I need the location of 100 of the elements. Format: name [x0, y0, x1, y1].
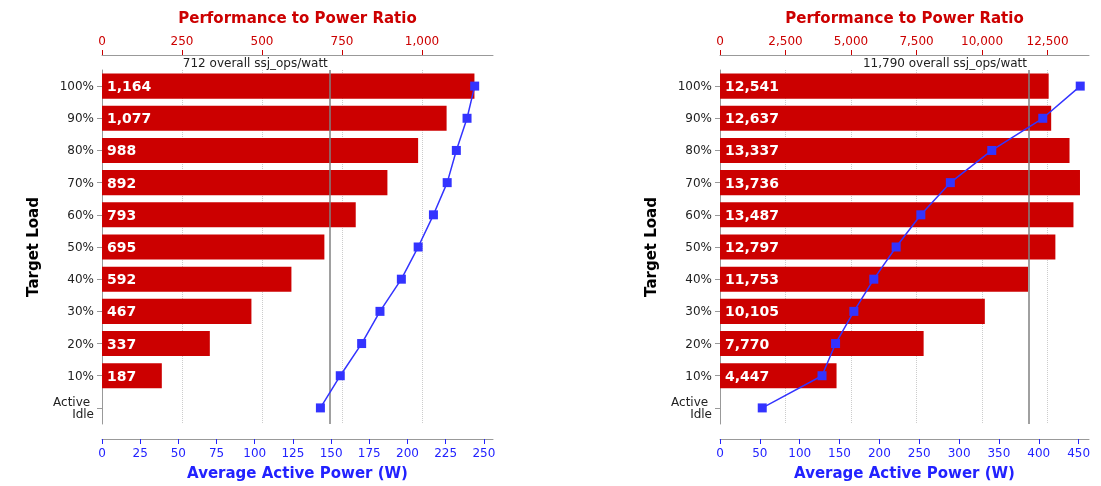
data-label: 695	[107, 239, 137, 255]
data-label: 592	[107, 271, 137, 288]
x-axis-title: Average Active Power (W)	[794, 463, 1015, 482]
data-label: 12,637	[725, 110, 780, 127]
y-tick-label: 50%	[67, 240, 94, 254]
x-tick-label: 250	[472, 446, 496, 460]
data-label: 892	[107, 174, 137, 191]
point	[442, 178, 452, 188]
x2-tick-label: 0	[716, 34, 724, 48]
x2-tick-label: 750	[330, 34, 354, 48]
data-label: 337	[107, 335, 137, 352]
x2-tick-label: 10,000	[961, 34, 1004, 48]
x-tick-label: 25	[132, 446, 148, 460]
point	[428, 210, 438, 220]
y-tick-label: 10%	[67, 368, 94, 383]
point	[849, 306, 859, 316]
x2-tick-label: 5,000	[833, 34, 869, 48]
point	[916, 210, 926, 220]
point	[413, 242, 423, 252]
y-tick-label: 100%	[59, 79, 94, 94]
data-label: 7,770	[725, 335, 770, 352]
data-label: 10,105	[725, 303, 780, 320]
point	[396, 274, 406, 284]
y-tick-label: 70%	[67, 175, 94, 190]
x-tick-label: 0	[98, 446, 106, 460]
y-tick-label: 90%	[67, 111, 94, 126]
data-label: 187	[107, 367, 137, 384]
x2-tick-label: 250	[170, 34, 194, 48]
x-tick-label: 0	[716, 446, 724, 460]
x-tick-label: 100	[788, 446, 812, 460]
point	[462, 113, 472, 123]
data-label: 1,077	[107, 110, 152, 127]
y-tick-label: 30%	[685, 304, 712, 319]
y-tick-label: 80%	[67, 143, 94, 158]
y-tick-label: Active Idle	[53, 394, 94, 421]
x-tick-label: 300	[947, 446, 971, 460]
x2-tick-label: 7,500	[899, 34, 934, 48]
x-tick-label: 175	[357, 446, 381, 460]
data-label: 467	[107, 303, 137, 320]
y-tick-label: 40%	[685, 272, 712, 287]
x-tick-label: 75	[208, 446, 225, 460]
data-label: 13,337	[725, 142, 780, 159]
x-tick-label: 400	[1027, 446, 1051, 460]
x-tick-label: 125	[281, 446, 305, 460]
y-tick-label: 60%	[67, 207, 94, 222]
y-tick-label: 20%	[685, 336, 712, 351]
y-tick-label: 50%	[685, 240, 712, 254]
x-tick-label: 450	[1067, 446, 1091, 460]
point	[1038, 113, 1048, 123]
point	[451, 145, 461, 155]
point	[315, 403, 325, 413]
data-label: 11,753	[725, 271, 780, 288]
point	[945, 178, 955, 188]
x-tick-label: 100	[243, 446, 267, 460]
y-tick-label: 70%	[685, 175, 712, 190]
y-tick-label: Active Idle	[671, 394, 712, 421]
point	[357, 339, 367, 349]
x2-tick-label: 1,000	[404, 34, 440, 48]
x2-tick-label: 0	[98, 34, 106, 48]
point	[891, 242, 901, 252]
x2-axis-title: Performance to Power Ratio	[178, 8, 417, 27]
ref-line-label: 11,790 overall ssj_ops/watt	[862, 56, 1028, 70]
point	[757, 403, 767, 413]
x-tick-label: 350	[987, 446, 1011, 460]
x-tick-label: 50	[752, 446, 768, 460]
x-tick-label: 250	[907, 446, 931, 460]
y-tick-label: 30%	[67, 304, 94, 319]
x2-tick-label: 2,500	[768, 34, 803, 48]
data-label: 793	[107, 206, 137, 223]
data-label: 1,164	[107, 78, 152, 95]
x-tick-label: 200	[867, 446, 891, 460]
point	[375, 306, 385, 316]
point	[1075, 81, 1085, 91]
y-tick-label: 10%	[685, 368, 712, 383]
x2-tick-label: 12,500	[1026, 34, 1069, 48]
x-tick-label: 200	[396, 446, 419, 460]
data-label: 988	[107, 142, 137, 159]
data-label: 13,736	[725, 174, 780, 191]
x2-tick-label: 500	[250, 34, 274, 48]
y-tick-label: 90%	[685, 111, 712, 126]
point	[869, 274, 879, 284]
point	[987, 145, 997, 155]
point	[470, 81, 480, 91]
y-tick-label: 20%	[67, 336, 94, 351]
y-tick-label: 60%	[685, 207, 712, 222]
data-label: 4,447	[725, 367, 770, 384]
x-tick-label: 50	[170, 446, 187, 460]
y-axis-title: Target Load	[23, 197, 42, 297]
y-tick-label: 80%	[685, 143, 712, 158]
data-label: 12,541	[725, 78, 780, 95]
y-tick-label: 40%	[67, 272, 94, 287]
y-axis-title: Target Load	[641, 197, 660, 297]
data-label: 13,487	[725, 206, 780, 223]
y-tick-label: 100%	[677, 79, 712, 94]
x-axis-title: Average Active Power (W)	[187, 463, 408, 482]
x-tick-label: 225	[434, 446, 458, 460]
x-tick-label: 150	[828, 446, 851, 460]
x2-axis-title: Performance to Power Ratio	[785, 8, 1024, 27]
data-label: 12,797	[725, 239, 780, 255]
ref-line-label: 712 overall ssj_ops/watt	[182, 56, 329, 70]
